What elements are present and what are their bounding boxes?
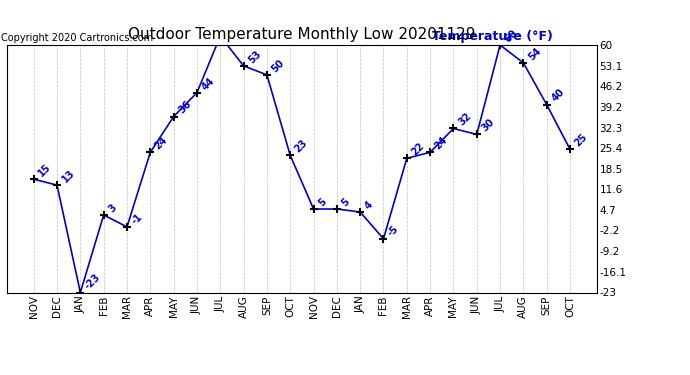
Text: 23: 23 (293, 138, 310, 154)
Text: 40: 40 (549, 87, 566, 104)
Text: 24: 24 (433, 135, 449, 152)
Text: 22: 22 (410, 141, 426, 158)
Text: 5: 5 (339, 196, 351, 208)
Text: 44: 44 (199, 75, 217, 92)
Text: 32: 32 (456, 111, 473, 128)
Text: 15: 15 (37, 162, 53, 178)
Text: Copyright 2020 Cartronics.com: Copyright 2020 Cartronics.com (1, 33, 153, 42)
Text: -23: -23 (83, 272, 103, 292)
Text: 5: 5 (316, 196, 328, 208)
Text: 63: 63 (0, 374, 1, 375)
Text: 50: 50 (270, 57, 286, 74)
Text: 60: 60 (503, 28, 520, 44)
Text: 4: 4 (363, 200, 375, 211)
Text: -5: -5 (386, 224, 401, 238)
Text: 24: 24 (153, 135, 170, 152)
Text: 3: 3 (106, 202, 118, 214)
Text: 25: 25 (573, 132, 589, 148)
Title: Outdoor Temperature Monthly Low 20201129: Outdoor Temperature Monthly Low 20201129 (128, 27, 475, 42)
Text: Temperature (°F): Temperature (°F) (432, 30, 553, 42)
Text: 36: 36 (177, 99, 193, 116)
Text: -1: -1 (130, 211, 144, 226)
Text: 30: 30 (480, 117, 496, 134)
Text: 54: 54 (526, 45, 543, 62)
Text: 13: 13 (60, 168, 77, 184)
Text: 53: 53 (246, 48, 263, 65)
